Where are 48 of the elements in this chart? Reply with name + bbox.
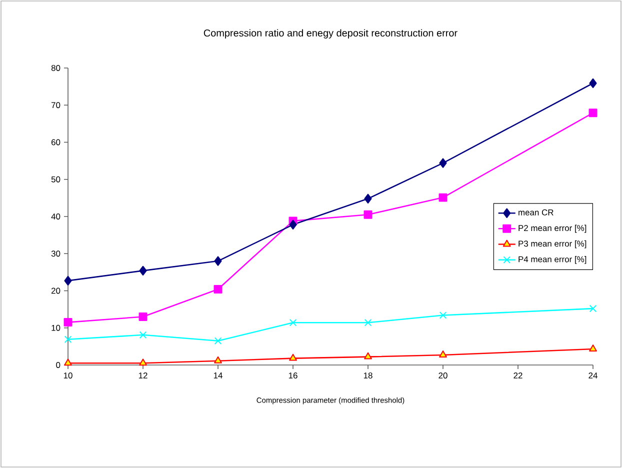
point <box>589 78 597 88</box>
point <box>64 276 72 286</box>
y-tick-label: 0 <box>56 362 60 368</box>
point <box>214 256 222 266</box>
y-tick-label: 80 <box>51 65 60 71</box>
point <box>64 318 72 327</box>
x-tick-label: 20 <box>438 372 448 378</box>
point <box>439 312 447 319</box>
chart-title: Compression ratio and enegy deposit reconstruction error <box>204 29 458 38</box>
point <box>214 285 222 294</box>
y-tick-label: 40 <box>51 213 60 220</box>
y-tick-label: 30 <box>51 250 60 257</box>
y-tick-label: 60 <box>52 139 60 146</box>
y-tick-label: 20 <box>51 288 60 294</box>
point <box>438 193 448 202</box>
x-tick-label: 16 <box>288 372 298 378</box>
y-tick-label: 50 <box>51 176 60 182</box>
point <box>588 108 598 118</box>
x-tick-label: 14 <box>214 372 222 378</box>
legend-label: mean CR <box>518 209 554 216</box>
point <box>139 331 147 339</box>
y-tick-label: 10 <box>52 324 60 331</box>
legend-label: P3 mean error [%] <box>518 240 586 248</box>
point <box>214 356 222 364</box>
x-tick-label: 12 <box>138 372 148 378</box>
x-tick-label: 18 <box>364 372 372 378</box>
legend-label: P4 mean error [%] <box>518 256 586 264</box>
point <box>364 210 372 219</box>
point <box>289 318 297 326</box>
point <box>138 312 148 321</box>
x-tick-label: 22 <box>514 372 522 378</box>
point <box>364 352 372 360</box>
point <box>289 220 297 230</box>
point <box>139 266 147 276</box>
point <box>439 350 447 358</box>
x-tick-label: 10 <box>64 372 72 378</box>
point <box>214 337 222 345</box>
point <box>139 358 147 366</box>
legend-label: P2 mean error [%] <box>518 224 586 233</box>
y-tick-label: 70 <box>52 102 60 108</box>
point <box>589 344 597 352</box>
point <box>64 336 72 344</box>
point <box>439 158 447 168</box>
point <box>364 318 372 326</box>
point <box>289 354 297 361</box>
point <box>589 304 597 312</box>
x-tick-label: 24 <box>588 372 598 378</box>
point <box>364 194 372 204</box>
